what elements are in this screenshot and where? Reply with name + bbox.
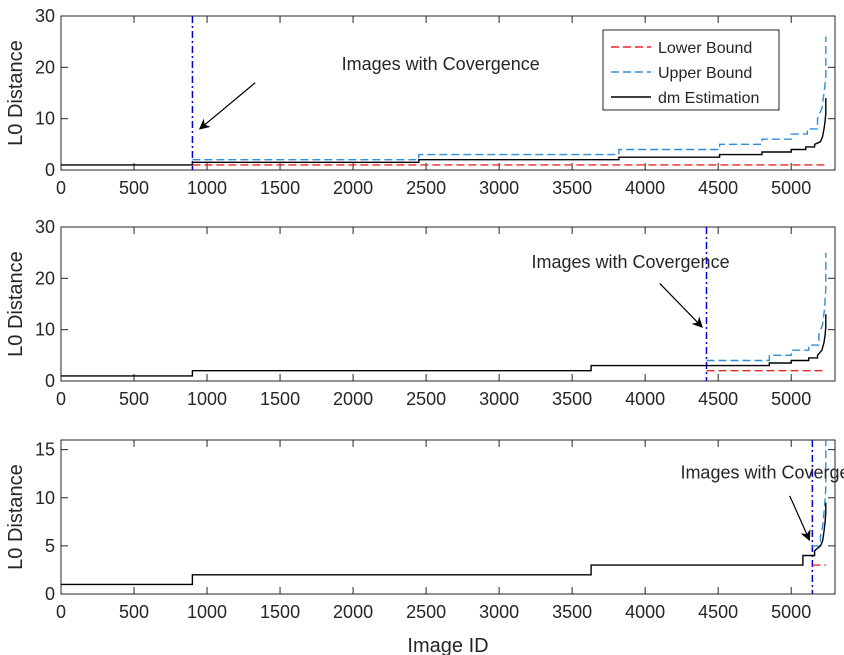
series-dm-estimation (61, 314, 827, 377)
x-tick-label: 1500 (260, 178, 300, 198)
y-tick-label: 10 (35, 109, 55, 129)
x-tick-label: 2500 (406, 389, 446, 409)
x-tick-label: 3000 (479, 602, 519, 622)
legend-label: dm Estimation (658, 90, 759, 107)
y-tick-label: 30 (35, 6, 55, 26)
x-tick-label: 4000 (625, 602, 665, 622)
x-tick-label: 2000 (333, 389, 373, 409)
y-tick-label: 15 (35, 440, 55, 460)
x-tick-label: 5000 (771, 178, 811, 198)
x-tick-label: 500 (119, 389, 149, 409)
plot-area (60, 439, 836, 595)
x-tick-label: 500 (119, 602, 149, 622)
y-tick-label: 10 (35, 488, 55, 508)
chart-panel-1: 0 500 1000 1500 2000 2500 3000 3500 4000 4500 5000… (5, 6, 836, 198)
series-dm-estimation (61, 502, 827, 586)
x-tick-label: 0 (56, 602, 66, 622)
x-tick-label: 3500 (552, 602, 592, 622)
x-tick-label: 0 (56, 178, 66, 198)
y-axis-label: L0 Distance (5, 251, 27, 357)
annotation-text: Images with Covergence (531, 252, 729, 272)
y-tick-label: 10 (35, 320, 55, 340)
x-tick-label: 2500 (406, 602, 446, 622)
y-tick-label: 5 (45, 536, 55, 556)
x-tick-label: 5000 (771, 602, 811, 622)
series-upper-bound (706, 252, 827, 362)
x-tick-label: 1000 (187, 602, 227, 622)
x-tick-label: 1500 (260, 389, 300, 409)
x-axis-label: Image ID (407, 635, 488, 655)
annotation-arrow (659, 283, 703, 328)
y-tick-label: 30 (35, 217, 55, 237)
x-tick-label: 4000 (625, 178, 665, 198)
x-tick-label: 2000 (333, 178, 373, 198)
series-upper-bound (192, 36, 827, 161)
x-tick-label: 4000 (625, 389, 665, 409)
plot-area (60, 226, 836, 382)
x-tick-label: 5000 (771, 389, 811, 409)
chart-panel-2: 0 500 1000 1500 2000 2500 3000 3500 4000 4500 5000… (5, 217, 836, 409)
annotation-arrow (198, 82, 256, 130)
x-tick-label: 3000 (479, 389, 519, 409)
series-dm-estimation (61, 98, 827, 166)
x-tick-label: 500 (119, 178, 149, 198)
legend-label: Lower Bound (658, 40, 752, 57)
x-tick-label: 2500 (406, 178, 446, 198)
x-tick-label: 1500 (260, 602, 300, 622)
y-tick-label: 0 (45, 160, 55, 180)
x-tick-label: 3500 (552, 178, 592, 198)
x-tick-label: 3000 (479, 178, 519, 198)
annotation-arrow (789, 495, 811, 542)
y-tick-label: 20 (35, 268, 55, 288)
x-tick-label: 2000 (333, 602, 373, 622)
annotation-text: Images with Covergence (680, 463, 844, 483)
y-axis-label: L0 Distance (5, 464, 27, 570)
legend: Lower Bound Upper Bound dm Estimation (602, 29, 780, 111)
x-tick-label: 3500 (552, 389, 592, 409)
x-tick-label: 4500 (698, 602, 738, 622)
y-tick-label: 0 (45, 584, 55, 604)
x-tick-label: 1000 (187, 389, 227, 409)
y-axis-label: L0 Distance (5, 40, 27, 146)
chart-panel-3: 0 500 1000 1500 2000 2500 3000 3500 4000 4500 5000… (5, 439, 844, 655)
y-tick-label: 20 (35, 57, 55, 77)
annotation-text: Images with Covergence (342, 54, 540, 74)
x-tick-label: 4500 (698, 389, 738, 409)
x-tick-label: 4500 (698, 178, 738, 198)
x-tick-label: 1000 (187, 178, 227, 198)
legend-label: Upper Bound (658, 65, 752, 82)
x-tick-label: 0 (56, 389, 66, 409)
y-tick-label: 0 (45, 371, 55, 391)
